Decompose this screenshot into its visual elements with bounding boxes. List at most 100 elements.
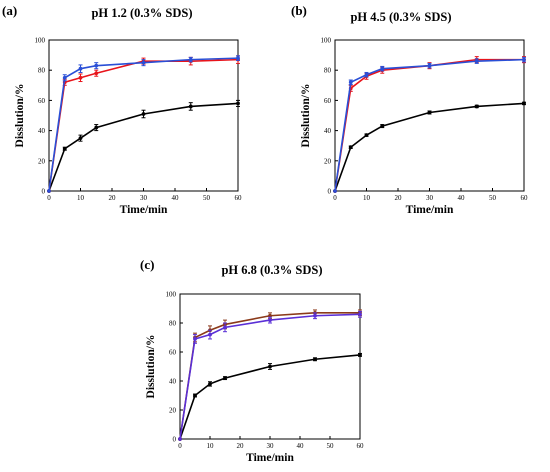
data-point bbox=[427, 110, 432, 115]
y-tick-label: 20 bbox=[38, 157, 46, 165]
y-tick-label: 60 bbox=[169, 349, 177, 357]
series-line bbox=[179, 312, 360, 440]
series-line bbox=[179, 313, 361, 440]
y-tick-label: 0 bbox=[42, 188, 46, 196]
chart-panel-2: (b) pH 4.5 (0.3% SDS) 0 10 20 30 40 50 60 0 20 40 60… bbox=[291, 3, 528, 216]
x-tick-label: 40 bbox=[172, 194, 180, 202]
data-point bbox=[333, 189, 337, 193]
data-point bbox=[223, 376, 227, 380]
data-point bbox=[474, 104, 479, 109]
y-tick-label: 80 bbox=[324, 67, 332, 75]
x-tick-label: 20 bbox=[109, 194, 117, 202]
data-point bbox=[358, 353, 362, 357]
data-point bbox=[141, 112, 146, 116]
data-point bbox=[348, 145, 353, 150]
x-tick-label: 50 bbox=[203, 194, 211, 202]
series-3 bbox=[333, 56, 526, 193]
data-point bbox=[268, 364, 272, 369]
data-point bbox=[141, 60, 146, 65]
data-point bbox=[522, 57, 526, 62]
series-line bbox=[334, 102, 525, 192]
chart-title: pH 4.5 (0.3% SDS) bbox=[350, 10, 451, 24]
x-tick-label: 20 bbox=[395, 194, 403, 202]
panel-label: (b) bbox=[291, 3, 307, 18]
x-tick-label: 0 bbox=[333, 194, 337, 202]
x-tick-label: 20 bbox=[237, 442, 245, 450]
data-point bbox=[188, 57, 193, 62]
y-tick-label: 80 bbox=[38, 67, 46, 75]
data-point bbox=[208, 332, 212, 337]
x-axis-label: Time/min bbox=[246, 452, 294, 464]
x-tick-label: 10 bbox=[77, 194, 85, 202]
x-tick-label: 50 bbox=[489, 194, 497, 202]
data-point bbox=[358, 312, 362, 317]
data-point bbox=[236, 101, 240, 106]
series-1 bbox=[333, 101, 526, 193]
series-line bbox=[48, 58, 239, 192]
data-point bbox=[178, 437, 182, 441]
data-point bbox=[427, 63, 432, 68]
y-tick-label: 40 bbox=[169, 378, 177, 386]
y-tick-label: 60 bbox=[324, 97, 332, 105]
data-point bbox=[78, 75, 83, 80]
data-point bbox=[94, 125, 99, 130]
data-point bbox=[62, 75, 67, 80]
x-tick-label: 30 bbox=[140, 194, 148, 202]
y-axis-label: Disslution/% bbox=[300, 84, 312, 148]
series-line bbox=[334, 58, 524, 192]
x-tick-label: 0 bbox=[47, 194, 51, 202]
data-point bbox=[193, 393, 197, 398]
y-tick-label: 20 bbox=[169, 407, 177, 415]
data-point bbox=[236, 56, 240, 61]
x-tick-label: 60 bbox=[521, 194, 529, 202]
data-point bbox=[94, 71, 99, 76]
data-point bbox=[380, 124, 385, 128]
series-2 bbox=[47, 55, 240, 193]
y-axis-label: Disslution/% bbox=[14, 84, 26, 148]
x-tick-label: 30 bbox=[267, 442, 275, 450]
x-tick-label: 60 bbox=[357, 442, 365, 450]
y-tick-label: 0 bbox=[328, 188, 332, 196]
data-point bbox=[94, 63, 99, 68]
series-1 bbox=[47, 99, 240, 193]
y-tick-label: 100 bbox=[321, 37, 332, 45]
data-point bbox=[313, 357, 317, 362]
x-tick-label: 0 bbox=[178, 442, 182, 450]
series-3 bbox=[178, 310, 362, 441]
y-tick-label: 40 bbox=[38, 127, 46, 135]
chart-title: pH 6.8 (0.3% SDS) bbox=[221, 263, 322, 277]
y-tick-label: 80 bbox=[169, 320, 177, 328]
data-point bbox=[223, 325, 227, 330]
data-point bbox=[313, 313, 317, 318]
data-point bbox=[188, 104, 193, 109]
data-point bbox=[78, 136, 83, 141]
x-tick-label: 50 bbox=[327, 442, 335, 450]
data-point bbox=[380, 66, 385, 71]
data-point bbox=[78, 66, 83, 71]
x-tick-label: 40 bbox=[297, 442, 305, 450]
x-tick-label: 30 bbox=[426, 194, 434, 202]
panel-label: (c) bbox=[140, 257, 154, 272]
chart-panel-1: (a) pH 1.2 (0.3% SDS) 0 10 20 30 40 50 60 0 20 40 60… bbox=[2, 3, 242, 216]
data-point bbox=[47, 189, 51, 193]
y-tick-label: 40 bbox=[324, 127, 332, 135]
y-tick-label: 20 bbox=[324, 157, 332, 165]
y-axis-label: Disslution/% bbox=[145, 335, 157, 399]
y-tick-label: 0 bbox=[173, 436, 177, 444]
series-1 bbox=[178, 352, 362, 441]
y-tick-label: 100 bbox=[35, 37, 46, 45]
data-point bbox=[364, 133, 369, 138]
series-3 bbox=[47, 55, 240, 193]
data-point bbox=[62, 146, 67, 151]
data-point bbox=[348, 80, 353, 85]
chart-title: pH 1.2 (0.3% SDS) bbox=[91, 6, 192, 20]
y-tick-label: 100 bbox=[166, 291, 177, 299]
data-point bbox=[474, 59, 479, 64]
x-tick-label: 60 bbox=[235, 194, 243, 202]
data-point bbox=[193, 337, 197, 341]
data-point bbox=[268, 318, 272, 322]
data-point bbox=[364, 72, 369, 77]
y-tick-label: 60 bbox=[38, 97, 46, 105]
x-axis-label: Time/min bbox=[406, 204, 454, 216]
